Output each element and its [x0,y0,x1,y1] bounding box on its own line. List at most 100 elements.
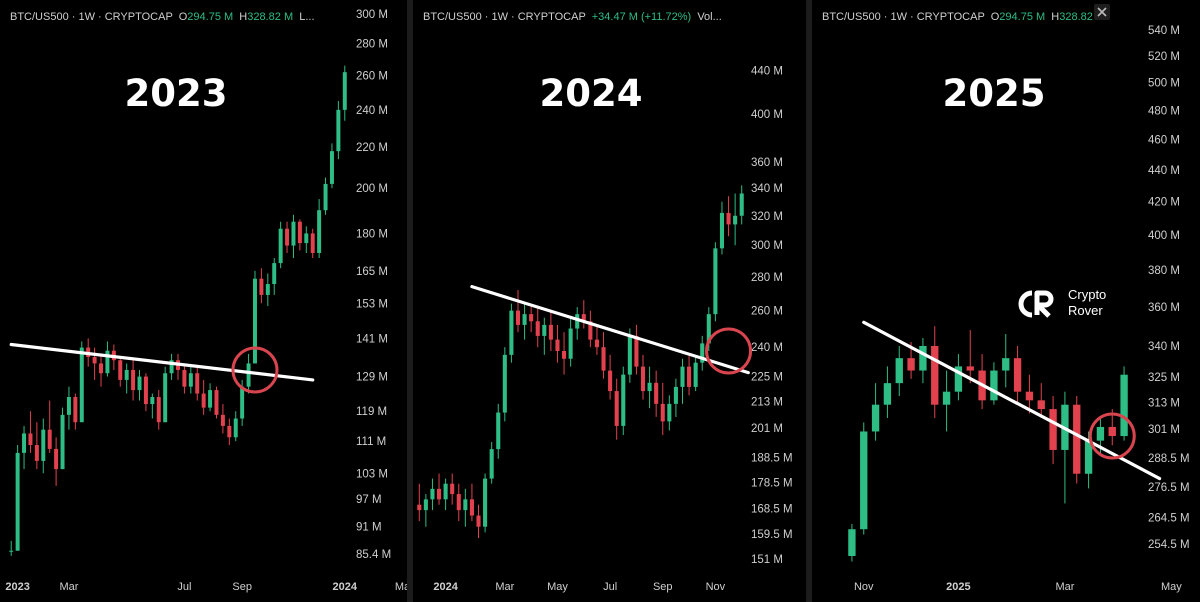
x-tick-label: 2024 [433,581,458,593]
candle [634,324,639,375]
candle-body [990,370,998,401]
y-tick-label: 119 M [356,406,387,418]
candle [137,369,142,401]
candle [548,310,553,352]
y-tick-label: 300 M [356,9,388,21]
y-tick-label: 151 M [751,554,783,566]
candle-body [568,328,573,359]
candle [627,328,632,383]
candle-body [919,345,927,371]
candle-body [22,433,27,453]
candlestick-chart-2023[interactable]: 300 M 280 M 260 M 240 M 220 M 200 M 180 M 165 M… [0,0,408,602]
candle-body [687,366,692,387]
candle-body [588,321,593,340]
candle [469,483,474,522]
candle-body [214,390,219,415]
candle [79,341,84,423]
candle [542,317,547,355]
candle [895,345,903,396]
candlestick-chart-2024[interactable]: 440 M 400 M 360 M 340 M 320 M 300 M 280 M 260 M… [413,0,806,602]
crypto-rover-logo: Crypto Rover [1016,284,1126,324]
candle-body [601,347,606,371]
candle [614,378,619,440]
candle [1049,395,1057,465]
candlestick-chart-2025[interactable]: 540 M 520 M 500 M 480 M 460 M 440 M 420 M 400 M… [812,0,1200,602]
candle [195,366,200,401]
x-tick-label: Jul [177,581,191,593]
year-title: 2024 [539,72,643,115]
candle-body [233,418,238,438]
candle [28,411,33,453]
open-value: 294.75 M [187,11,234,23]
y-tick-label: 85.4 M [356,549,391,561]
candle [1025,374,1034,414]
candle-body [47,429,52,449]
y-tick-label: 97 M [356,494,382,506]
candle [502,347,507,422]
candle-body [124,369,129,380]
y-tick-label: 129 M [356,372,388,384]
candle [476,504,481,539]
candle-body [1002,358,1010,371]
y-tick-label: 153 M [356,298,388,310]
open-label: O [990,11,1000,23]
candle-body [535,321,540,336]
candle-body [246,363,251,387]
candle-body [860,431,868,530]
candle [739,185,744,225]
candle-body [131,369,136,391]
y-tick-label: 400 M [751,109,783,121]
candle [265,273,270,307]
candle-body [1108,426,1116,437]
x-tick-label: May [547,581,568,593]
candle-body [529,314,534,322]
symbol-label: BTC/US500 · 1W · CRYPTOCAP [10,11,173,23]
candle-body [555,339,560,352]
y-tick-label: 340 M [751,183,783,195]
breakout-circle [1088,412,1136,460]
y-tick-label: 320 M [751,211,783,223]
candle [34,422,39,470]
candle [417,483,422,522]
y-tick-label: 288.5 M [1148,453,1190,465]
close-icon[interactable] [1094,4,1110,20]
candle-body [456,494,461,511]
candle [66,386,71,430]
y-tick-label: 240 M [751,342,783,354]
candle [1037,383,1045,418]
candle-body [208,390,213,408]
candle-body [966,366,974,371]
candle-body [118,360,123,380]
open-label: O [178,11,188,23]
candle-body [272,263,277,285]
candle [297,219,302,251]
candle [423,494,428,527]
candle [575,307,580,340]
y-tick-label: 325 M [1148,372,1180,384]
breakout-circle [705,327,753,375]
candle [463,488,468,527]
candle-body [92,357,97,364]
candle-body [323,183,328,211]
candle [118,357,123,387]
y-tick-label: 220 M [356,142,388,154]
candle [483,473,488,533]
candle [105,341,110,377]
candle [1120,366,1128,441]
y-tick-label: 480 M [1148,105,1180,117]
candle [601,332,606,379]
candle-body [34,445,39,461]
candle [680,358,685,404]
candle-body [848,529,856,556]
candle-body [594,339,599,348]
candle-body [476,515,481,527]
candle-body [673,386,678,404]
y-tick-label: 264.5 M [1148,512,1190,524]
candle-body [719,212,725,249]
candle [60,407,65,470]
x-tick-label: Mar [59,581,78,593]
chart-panel-2025: 540 M 520 M 500 M 480 M 460 M 440 M 420 M 400 M… [812,0,1200,602]
candle [285,221,290,253]
candle-body [265,284,270,295]
y-tick-label: 301 M [1148,424,1180,436]
